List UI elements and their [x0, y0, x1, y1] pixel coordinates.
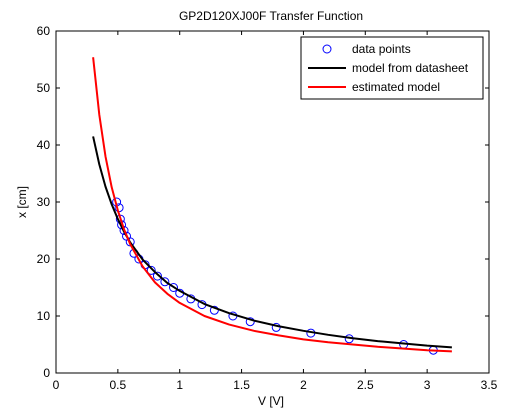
- y-tick-label: 20: [37, 252, 51, 266]
- x-tick-label: 0.5: [110, 378, 127, 392]
- y-axis-label: x [cm]: [15, 186, 29, 218]
- y-tick-label: 10: [37, 309, 51, 323]
- legend: data points model from datasheet estimated…: [300, 36, 484, 100]
- chart-title: GP2D120XJ00F Transfer Function: [179, 9, 363, 23]
- y-tick-label: 40: [37, 138, 51, 152]
- data-point-marker: [160, 277, 170, 287]
- x-tick-label: 1.5: [233, 378, 250, 392]
- x-tick-label: 2.5: [357, 378, 374, 392]
- x-tick-label: 3: [424, 378, 431, 392]
- legend-item: data points: [322, 42, 411, 56]
- x-tick-label: 2: [300, 378, 307, 392]
- data-point-marker: [245, 317, 255, 327]
- legend-label: model from datasheet: [352, 61, 469, 75]
- x-tick-label: 3.5: [481, 378, 498, 392]
- data-point-marker: [209, 305, 219, 315]
- legend-marker: [322, 44, 332, 54]
- y-tick-label: 50: [37, 81, 51, 95]
- legend-label: data points: [352, 42, 411, 56]
- data-point-marker: [152, 271, 162, 281]
- x-tick-label: 1: [176, 378, 183, 392]
- series-line-model-from-datasheet: [92, 136, 452, 349]
- y-tick-label: 0: [43, 366, 50, 380]
- data-point-marker: [169, 283, 179, 292]
- series-layer: [92, 57, 452, 355]
- y-tick-label: 60: [37, 24, 51, 38]
- data-point-marker: [146, 265, 156, 275]
- legend-item: model from datasheet: [308, 61, 469, 75]
- x-tick-label: 0: [53, 378, 60, 392]
- legend-label: estimated model: [352, 80, 440, 94]
- y-tick-label: 30: [37, 195, 51, 209]
- x-axis-label: V [V]: [258, 394, 284, 408]
- y-axis-ticks: 0 10 20 30 40 50 60: [37, 24, 489, 380]
- legend-item: estimated model: [308, 80, 440, 94]
- x-axis-ticks: 0 0.5 1 1.5 2 2.5 3 3.5: [53, 31, 498, 392]
- series-line-estimated-model: [92, 57, 452, 353]
